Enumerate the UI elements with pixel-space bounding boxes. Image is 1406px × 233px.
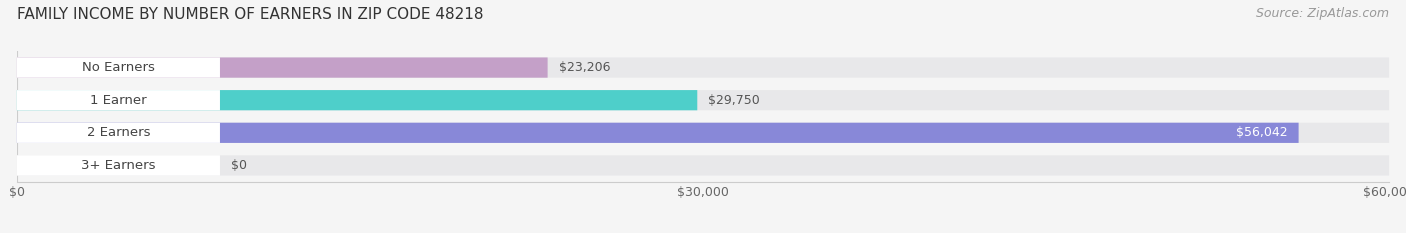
FancyBboxPatch shape: [17, 155, 219, 175]
FancyBboxPatch shape: [17, 58, 219, 78]
FancyBboxPatch shape: [17, 58, 1389, 78]
FancyBboxPatch shape: [17, 90, 697, 110]
FancyBboxPatch shape: [17, 90, 219, 110]
FancyBboxPatch shape: [17, 123, 1299, 143]
Text: $56,042: $56,042: [1236, 126, 1288, 139]
Text: Source: ZipAtlas.com: Source: ZipAtlas.com: [1256, 7, 1389, 20]
Text: $0: $0: [231, 159, 247, 172]
Text: 1 Earner: 1 Earner: [90, 94, 146, 107]
Text: $29,750: $29,750: [709, 94, 761, 107]
FancyBboxPatch shape: [17, 123, 219, 143]
FancyBboxPatch shape: [17, 155, 1389, 175]
Text: $23,206: $23,206: [558, 61, 610, 74]
Text: No Earners: No Earners: [82, 61, 155, 74]
Text: FAMILY INCOME BY NUMBER OF EARNERS IN ZIP CODE 48218: FAMILY INCOME BY NUMBER OF EARNERS IN ZI…: [17, 7, 484, 22]
FancyBboxPatch shape: [17, 123, 1389, 143]
Text: 2 Earners: 2 Earners: [87, 126, 150, 139]
FancyBboxPatch shape: [17, 58, 547, 78]
Text: 3+ Earners: 3+ Earners: [82, 159, 156, 172]
FancyBboxPatch shape: [17, 90, 1389, 110]
